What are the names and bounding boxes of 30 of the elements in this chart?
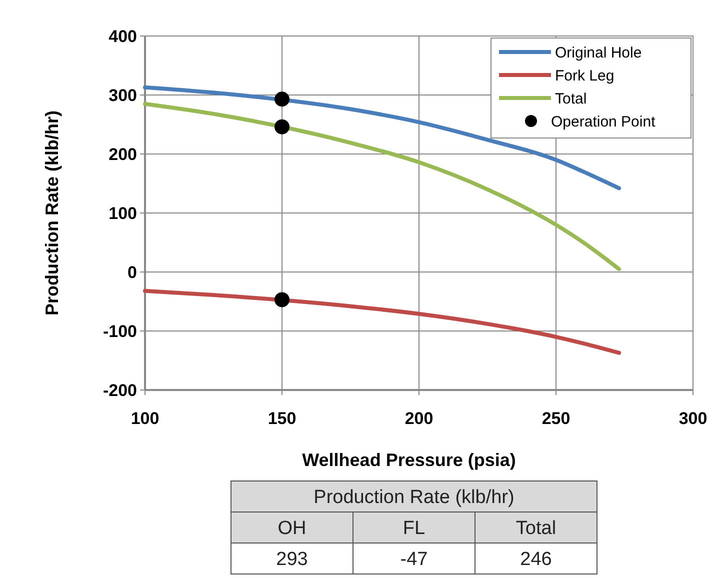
x-tick-label: 150 <box>268 409 296 428</box>
text: Total <box>516 518 556 540</box>
x-tick-label: 200 <box>404 409 434 428</box>
x-tick-label: 250 <box>542 409 570 428</box>
legend-label: Fork Leg <box>555 67 614 84</box>
y-tick-label: 400 <box>108 26 137 46</box>
y-tick-label: -100 <box>102 322 137 341</box>
y-tick-label: 100 <box>108 204 137 223</box>
text: 246 <box>520 549 552 570</box>
y-tick-label: 0 <box>128 262 137 282</box>
y-tick-label: 200 <box>108 144 137 164</box>
legend-label: Operation Point <box>551 113 656 130</box>
text: OH <box>278 518 306 540</box>
point <box>274 92 290 107</box>
x-tick-label: 300 <box>678 409 708 428</box>
text: FL <box>402 518 426 540</box>
text: -47 <box>400 549 428 570</box>
y-tick-label: 300 <box>108 86 137 105</box>
legend-label: Original Hole <box>555 44 642 62</box>
x-tick-label: 100 <box>130 409 160 428</box>
legend-label: Total <box>555 90 587 108</box>
x-axis-title: Wellhead Pressure (psia) <box>302 450 516 470</box>
line-series <box>143 288 622 355</box>
text: Production Rate (klb/hr) <box>314 487 514 508</box>
line-series <box>143 85 622 190</box>
y-tick-label: -200 <box>102 380 137 400</box>
text: 293 <box>276 549 308 570</box>
point <box>274 119 290 134</box>
y-axis-title: Production Rate (klb/hr) <box>42 110 62 316</box>
point <box>274 292 290 308</box>
